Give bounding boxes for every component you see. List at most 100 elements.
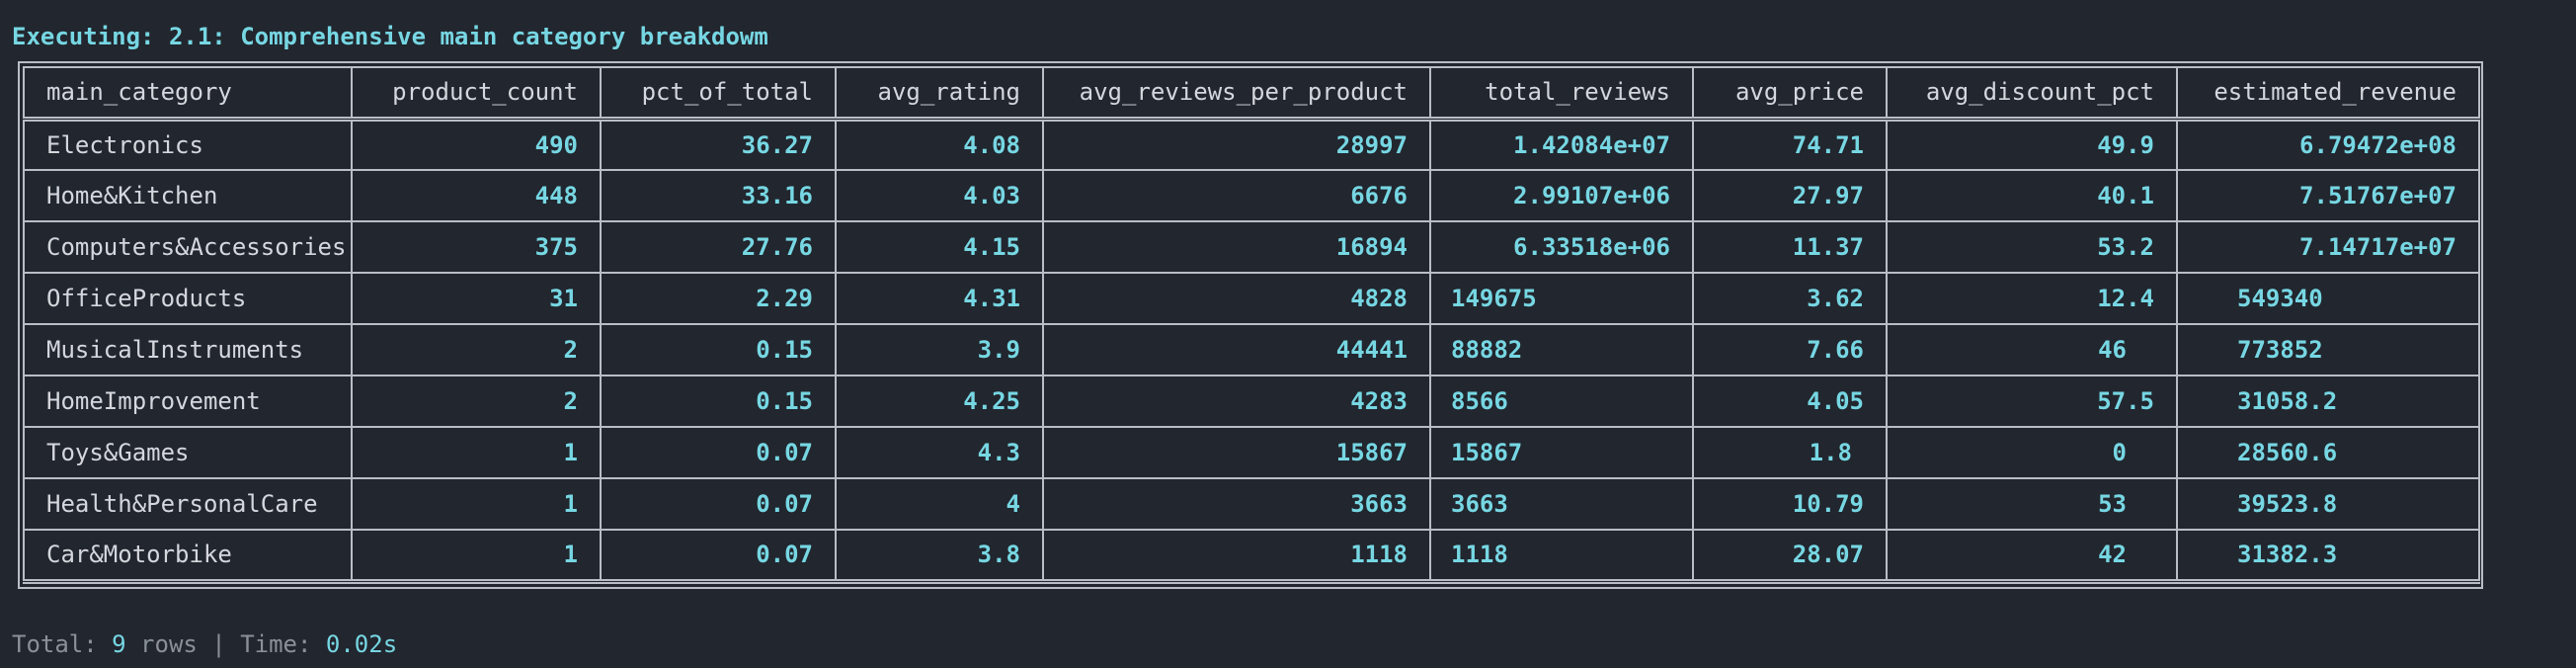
execution-time: 0.02s xyxy=(325,630,398,658)
value-cell: 57.5 xyxy=(1886,375,2178,428)
value-cell: 11.37 xyxy=(1692,220,1888,274)
value-cell: 49.9 xyxy=(1886,118,2178,171)
value-cell: 3663 xyxy=(1429,477,1694,531)
value-cell: 4283 xyxy=(1042,375,1431,428)
value-cell: 375 xyxy=(351,220,602,274)
table-row: MusicalInstruments 2 0.15 3.9 44441 88882 7.66… xyxy=(23,323,2480,376)
value-cell: 0 xyxy=(1886,426,2178,479)
column-header: avg_rating xyxy=(835,66,1044,122)
value-cell: 10.79 xyxy=(1692,477,1888,531)
result-summary: Total: 9 rows | Time: 0.02s xyxy=(12,629,397,659)
value-cell: 3.9 xyxy=(835,323,1044,376)
value-cell: 44441 xyxy=(1042,323,1431,376)
value-cell: 7.14717e+07 xyxy=(2176,220,2480,274)
value-cell: 6.79472e+08 xyxy=(2176,118,2480,171)
value-cell: 31058.2 xyxy=(2176,375,2480,428)
table-row: OfficeProducts 31 2.29 4.31 4828 149675 3.62 12… xyxy=(23,272,2480,325)
value-cell: 7.51767e+07 xyxy=(2176,169,2480,222)
value-cell: 3.8 xyxy=(835,529,1044,584)
value-cell: 0.07 xyxy=(600,477,837,531)
value-cell: 3.62 xyxy=(1692,272,1888,325)
column-header: pct_of_total xyxy=(600,66,837,122)
value-cell: 27.76 xyxy=(600,220,837,274)
value-cell: 6676 xyxy=(1042,169,1431,222)
table-row: Toys&Games 1 0.07 4.3 15867 15867 1.8 0 28560.6 xyxy=(23,426,2480,479)
summary-middle: rows | Time: xyxy=(125,630,326,658)
category-cell: Car&Motorbike xyxy=(23,529,353,584)
table-row: Health&PersonalCare 1 0.07 4 3663 3663 10.79 53… xyxy=(23,477,2480,531)
results-table: main_category product_count pct_of_total… xyxy=(23,66,2480,584)
value-cell: 31 xyxy=(351,272,602,325)
column-header: avg_price xyxy=(1692,66,1888,122)
summary-prefix: Total: xyxy=(12,630,113,658)
category-cell: Electronics xyxy=(23,118,353,171)
value-cell: 28.07 xyxy=(1692,529,1888,584)
value-cell: 773852 xyxy=(2176,323,2480,376)
column-header: estimated_revenue xyxy=(2176,66,2480,122)
category-cell: MusicalInstruments xyxy=(23,323,353,376)
value-cell: 549340 xyxy=(2176,272,2480,325)
category-cell: Home&Kitchen xyxy=(23,169,353,222)
value-cell: 74.71 xyxy=(1692,118,1888,171)
value-cell: 8566 xyxy=(1429,375,1694,428)
table-row: Home&Kitchen 448 33.16 4.03 6676 2.99107e+06 2… xyxy=(23,169,2480,222)
value-cell: 53 xyxy=(1886,477,2178,531)
table-row: Car&Motorbike 1 0.07 3.8 1118 1118 28.07 42 3138… xyxy=(23,529,2480,584)
value-cell: 42 xyxy=(1886,529,2178,584)
value-cell: 2.99107e+06 xyxy=(1429,169,1694,222)
value-cell: 15867 xyxy=(1042,426,1431,479)
value-cell: 4 xyxy=(835,477,1044,531)
value-cell: 31382.3 xyxy=(2176,529,2480,584)
value-cell: 0.07 xyxy=(600,529,837,584)
value-cell: 6.33518e+06 xyxy=(1429,220,1694,274)
value-cell: 4.31 xyxy=(835,272,1044,325)
column-header: avg_reviews_per_product xyxy=(1042,66,1431,122)
query-title: Executing: 2.1: Comprehensive main categ… xyxy=(12,23,768,50)
value-cell: 2 xyxy=(351,375,602,428)
value-cell: 88882 xyxy=(1429,323,1694,376)
value-cell: 27.97 xyxy=(1692,169,1888,222)
value-cell: 46 xyxy=(1886,323,2178,376)
value-cell: 7.66 xyxy=(1692,323,1888,376)
value-cell: 36.27 xyxy=(600,118,837,171)
column-header: total_reviews xyxy=(1429,66,1694,122)
category-cell: Health&PersonalCare xyxy=(23,477,353,531)
value-cell: 4.05 xyxy=(1692,375,1888,428)
category-cell: Toys&Games xyxy=(23,426,353,479)
value-cell: 4.25 xyxy=(835,375,1044,428)
category-cell: Computers&Accessories xyxy=(23,220,353,274)
value-cell: 2.29 xyxy=(600,272,837,325)
table-row: Electronics 490 36.27 4.08 28997 1.42084e+07 7… xyxy=(23,118,2480,171)
column-header: product_count xyxy=(351,66,602,122)
value-cell: 448 xyxy=(351,169,602,222)
value-cell: 16894 xyxy=(1042,220,1431,274)
value-cell: 28560.6 xyxy=(2176,426,2480,479)
value-cell: 0.15 xyxy=(600,323,837,376)
results-table-frame: main_category product_count pct_of_total… xyxy=(18,61,2483,589)
value-cell: 1 xyxy=(351,426,602,479)
value-cell: 1.42084e+07 xyxy=(1429,118,1694,171)
value-cell: 490 xyxy=(351,118,602,171)
value-cell: 2 xyxy=(351,323,602,376)
value-cell: 1.8 xyxy=(1692,426,1888,479)
value-cell: 1118 xyxy=(1429,529,1694,584)
row-count: 9 xyxy=(112,630,126,658)
value-cell: 3663 xyxy=(1042,477,1431,531)
value-cell: 15867 xyxy=(1429,426,1694,479)
category-cell: HomeImprovement xyxy=(23,375,353,428)
value-cell: 4.03 xyxy=(835,169,1044,222)
value-cell: 4.08 xyxy=(835,118,1044,171)
table-header-row: main_category product_count pct_of_total… xyxy=(23,66,2480,122)
value-cell: 149675 xyxy=(1429,272,1694,325)
value-cell: 0.15 xyxy=(600,375,837,428)
table-row: Computers&Accessories 375 27.76 4.15 16894 6.… xyxy=(23,220,2480,274)
value-cell: 1118 xyxy=(1042,529,1431,584)
table-row: HomeImprovement 2 0.15 4.25 4283 8566 4.05 57.5… xyxy=(23,375,2480,428)
column-header: main_category xyxy=(23,66,353,122)
value-cell: 39523.8 xyxy=(2176,477,2480,531)
category-cell: OfficeProducts xyxy=(23,272,353,325)
value-cell: 0.07 xyxy=(600,426,837,479)
value-cell: 53.2 xyxy=(1886,220,2178,274)
value-cell: 4828 xyxy=(1042,272,1431,325)
value-cell: 4.15 xyxy=(835,220,1044,274)
